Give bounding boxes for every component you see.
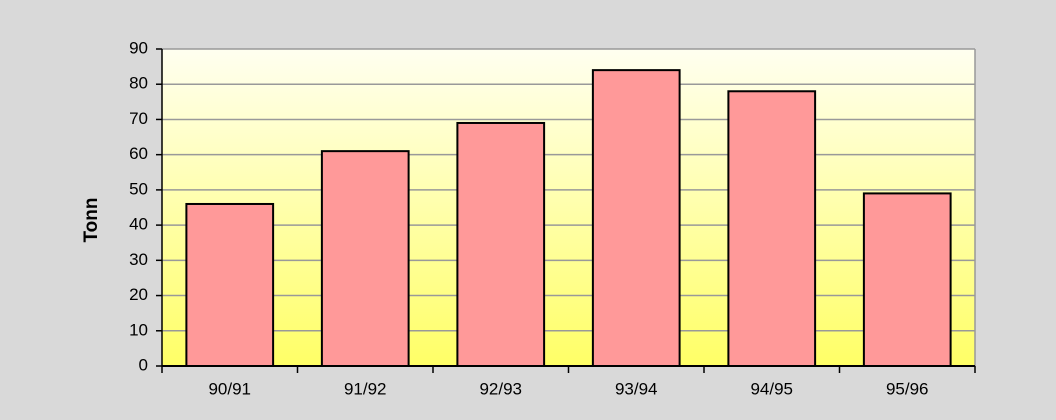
y-tick-label: 30	[129, 250, 148, 269]
x-tick-label: 93/94	[615, 379, 658, 398]
y-axis-label: Tonn	[81, 197, 102, 242]
x-tick-label: 91/92	[344, 379, 387, 398]
plot-area	[162, 49, 975, 366]
x-tick-label: 92/93	[479, 379, 522, 398]
bar	[456, 121, 546, 368]
y-tick-label: 10	[129, 320, 148, 339]
y-tick-label: 40	[129, 215, 148, 234]
y-tick-label: 20	[129, 285, 148, 304]
y-tick-label: 70	[129, 109, 148, 128]
y-tick-label: 90	[129, 38, 148, 57]
y-tick-label: 60	[129, 144, 148, 163]
bar	[727, 90, 817, 368]
bar	[320, 150, 410, 367]
y-tick-label: 80	[129, 74, 148, 93]
bar	[591, 69, 681, 367]
x-tick-label: 95/96	[886, 379, 929, 398]
y-tick-label: 0	[139, 355, 148, 374]
x-tick-label: 94/95	[750, 379, 793, 398]
bar	[185, 202, 275, 367]
y-tick-label: 50	[129, 179, 148, 198]
x-tick-label: 90/91	[208, 379, 251, 398]
bar	[862, 192, 952, 367]
